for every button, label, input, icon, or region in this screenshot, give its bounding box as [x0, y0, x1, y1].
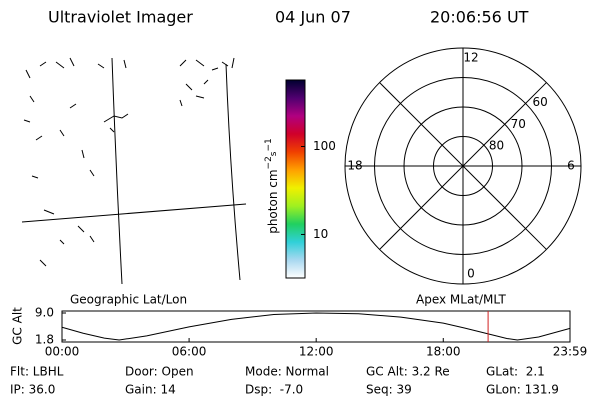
status-field: GC Alt: 3.2 Re — [366, 365, 450, 379]
mlt-label: 18 — [347, 159, 362, 173]
colorbar-tick-label: 10 — [313, 227, 328, 241]
label-part: photon cm — [266, 169, 280, 233]
status-field: Gain: 14 — [125, 383, 176, 397]
lat-label: 80 — [489, 139, 504, 153]
colorbar: 10 100 photon cm−2s−1 — [264, 79, 336, 279]
status-field: Dsp: -7.0 — [245, 383, 303, 397]
x-tick-label: 18:00 — [426, 345, 461, 359]
status-field: IP: 36.0 — [10, 383, 55, 397]
date: 04 Jun 07 — [275, 8, 351, 27]
y-tick-label: 9.0 — [35, 306, 54, 320]
polar-spoke — [379, 82, 547, 250]
label-part: −2 — [264, 156, 274, 169]
geo-map — [21, 57, 247, 285]
status-field: Door: Open — [125, 365, 194, 379]
mlt-label: 12 — [463, 51, 478, 65]
lat-label: 60 — [532, 95, 547, 109]
status-field: GLon: 131.9 — [486, 383, 559, 397]
lat-ring — [374, 77, 552, 255]
label-part: s — [269, 151, 279, 156]
title: Ultraviolet Imager — [48, 8, 193, 27]
mlt-label: 6 — [567, 159, 575, 173]
lon-line — [225, 63, 241, 281]
lat-label: 70 — [511, 117, 526, 131]
colorbar-tick-label: 100 — [313, 139, 336, 153]
status-field: Flt: LBHL — [10, 365, 64, 379]
time: 20:06:56 UT — [430, 8, 529, 27]
x-tick-label: 06:00 — [172, 345, 207, 359]
altitude-curve — [61, 312, 571, 341]
colorbar-fill — [285, 79, 306, 279]
y-axis-label: GC Alt — [11, 307, 25, 345]
lat-line — [21, 203, 247, 223]
status-field: GLat: 2.1 — [486, 365, 545, 379]
polar-plot: 60 70 80 0 6 12 18 — [344, 47, 582, 285]
lon-line — [111, 57, 123, 285]
right-label: Apex MLat/MLT — [416, 293, 506, 307]
label-part: −1 — [264, 138, 274, 151]
coastline — [23, 57, 235, 267]
y-tick-label: 1.8 — [35, 333, 54, 347]
x-tick-label: 23:59 — [553, 345, 588, 359]
x-tick-label: 00:00 — [45, 345, 80, 359]
status-field: Mode: Normal — [245, 365, 329, 379]
x-tick-label: 12:00 — [299, 345, 334, 359]
mlt-label: 0 — [467, 267, 475, 281]
lat-ring — [433, 136, 493, 196]
lat-ring — [403, 106, 523, 226]
colorbar-label: photon cm−2s−1 — [264, 138, 280, 234]
status-field: Seq: 39 — [366, 383, 412, 397]
left-label: Geographic Lat/Lon — [70, 293, 187, 307]
status: Flt: LBHL Door: Open Mode: Normal GC Alt: 3… — [10, 365, 559, 397]
timeline: Geographic Lat/Lon Apex MLat/MLT GC Alt 9.0… — [11, 293, 588, 359]
